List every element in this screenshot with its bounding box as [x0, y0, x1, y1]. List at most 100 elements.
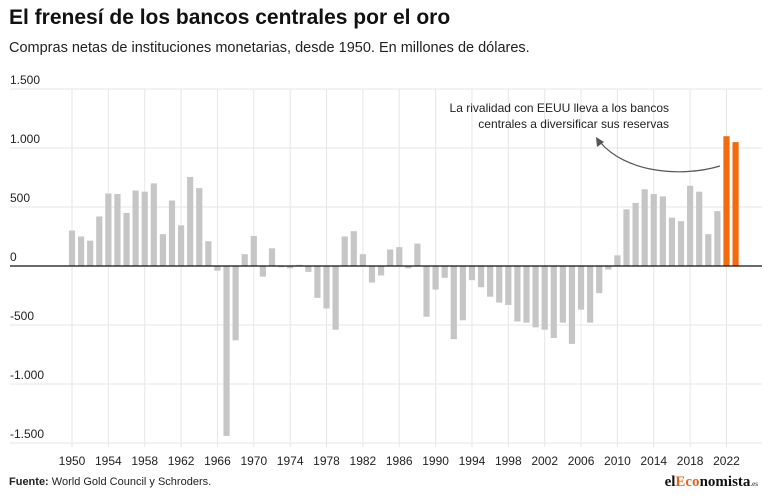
bar	[541, 266, 548, 330]
annotation-text: La rivalidad con EEUU lleva a los bancos	[450, 101, 669, 115]
bar	[141, 191, 148, 266]
bar	[232, 266, 239, 341]
x-tick-label: 1986	[386, 454, 413, 468]
x-tick-label: 1962	[168, 454, 195, 468]
brand-prefix: el	[664, 474, 676, 490]
x-tick-label: 2002	[531, 454, 558, 468]
x-tick-label: 2006	[568, 454, 595, 468]
bar	[305, 266, 312, 272]
chart-subtitle: Compras netas de instituciones monetaria…	[9, 40, 530, 56]
bar	[323, 266, 330, 309]
bar	[605, 266, 612, 270]
bar	[96, 216, 103, 266]
bar-highlight	[732, 142, 739, 266]
x-tick-label: 1950	[59, 454, 86, 468]
bar	[341, 236, 348, 266]
bar	[150, 183, 157, 266]
x-tick-label: 2010	[604, 454, 631, 468]
bar	[350, 231, 357, 266]
x-tick-label: 1982	[350, 454, 377, 468]
x-tick-label: 1998	[495, 454, 522, 468]
bar	[559, 266, 566, 323]
bar	[359, 254, 366, 266]
bar	[705, 234, 712, 266]
bar	[123, 212, 130, 266]
bar	[414, 243, 421, 266]
bar	[187, 176, 194, 266]
bar	[523, 266, 530, 323]
bar	[477, 266, 485, 288]
bar	[68, 230, 76, 266]
bar	[459, 266, 466, 321]
bar	[114, 194, 121, 266]
y-tick-label: 500	[10, 191, 30, 205]
bar	[259, 266, 266, 277]
bar	[714, 211, 721, 266]
x-tick-label: 1970	[240, 454, 267, 468]
bar	[496, 266, 503, 303]
brand-logo: elEconomista.es	[665, 474, 758, 491]
bar	[250, 235, 257, 266]
bar	[87, 240, 94, 266]
bar	[668, 217, 676, 266]
bar	[423, 266, 430, 317]
annotation-text: centrales a diversificar sus reservas	[478, 117, 669, 131]
bar	[550, 266, 557, 338]
brand-suffix: nomista	[699, 474, 751, 490]
bar	[196, 188, 203, 266]
y-tick-label: -500	[10, 309, 34, 323]
bar	[650, 194, 657, 266]
bar	[396, 247, 403, 266]
chart-title: El frenesí de los bancos centrales por e…	[9, 6, 451, 29]
y-tick-label: 1.500	[10, 73, 40, 87]
annotation-arrowhead	[596, 137, 604, 147]
bar	[441, 266, 448, 278]
bar	[387, 249, 394, 266]
bar	[677, 221, 685, 266]
bar	[468, 266, 476, 281]
bar	[487, 266, 494, 297]
bar	[568, 266, 576, 344]
bar	[105, 193, 112, 266]
bar-chart: 1.500 1.000 500 0 -500 -1.000 -1.500 1950 1954 19…	[10, 73, 762, 468]
bar	[223, 266, 230, 436]
bar	[532, 266, 539, 328]
bar	[214, 266, 221, 271]
bar	[368, 266, 376, 283]
bar	[587, 266, 594, 323]
bar	[659, 196, 666, 266]
bar	[177, 225, 185, 266]
bar	[332, 266, 339, 330]
annotation-arrow	[599, 141, 721, 173]
bar	[77, 236, 85, 266]
y-tick-label: -1.000	[10, 368, 44, 382]
bar	[405, 266, 412, 269]
bar	[641, 189, 648, 266]
x-tick-label: 1990	[422, 454, 449, 468]
bar-highlight	[723, 136, 730, 266]
bar	[632, 202, 639, 266]
bar	[314, 266, 321, 298]
y-tick-label: 0	[10, 250, 17, 264]
bar	[596, 266, 603, 294]
bar	[132, 190, 139, 266]
bar	[287, 266, 294, 269]
x-tick-label: 2022	[713, 454, 740, 468]
x-tick-label: 1958	[131, 454, 158, 468]
bar	[687, 185, 694, 266]
bar	[268, 248, 276, 266]
x-tick-label: 1974	[277, 454, 304, 468]
y-tick-label: -1.500	[10, 427, 44, 441]
bar	[377, 266, 385, 276]
y-tick-label: 1.000	[10, 132, 40, 146]
brand-tld: .es	[750, 480, 758, 488]
bar	[432, 266, 439, 290]
source-label: Fuente:	[9, 476, 49, 488]
bar	[205, 241, 212, 266]
bar	[623, 209, 630, 266]
bar	[450, 266, 457, 340]
bar	[241, 254, 248, 266]
bar	[696, 191, 703, 266]
source-text: World Gold Council y Schroders.	[51, 476, 212, 488]
bar	[614, 255, 621, 266]
